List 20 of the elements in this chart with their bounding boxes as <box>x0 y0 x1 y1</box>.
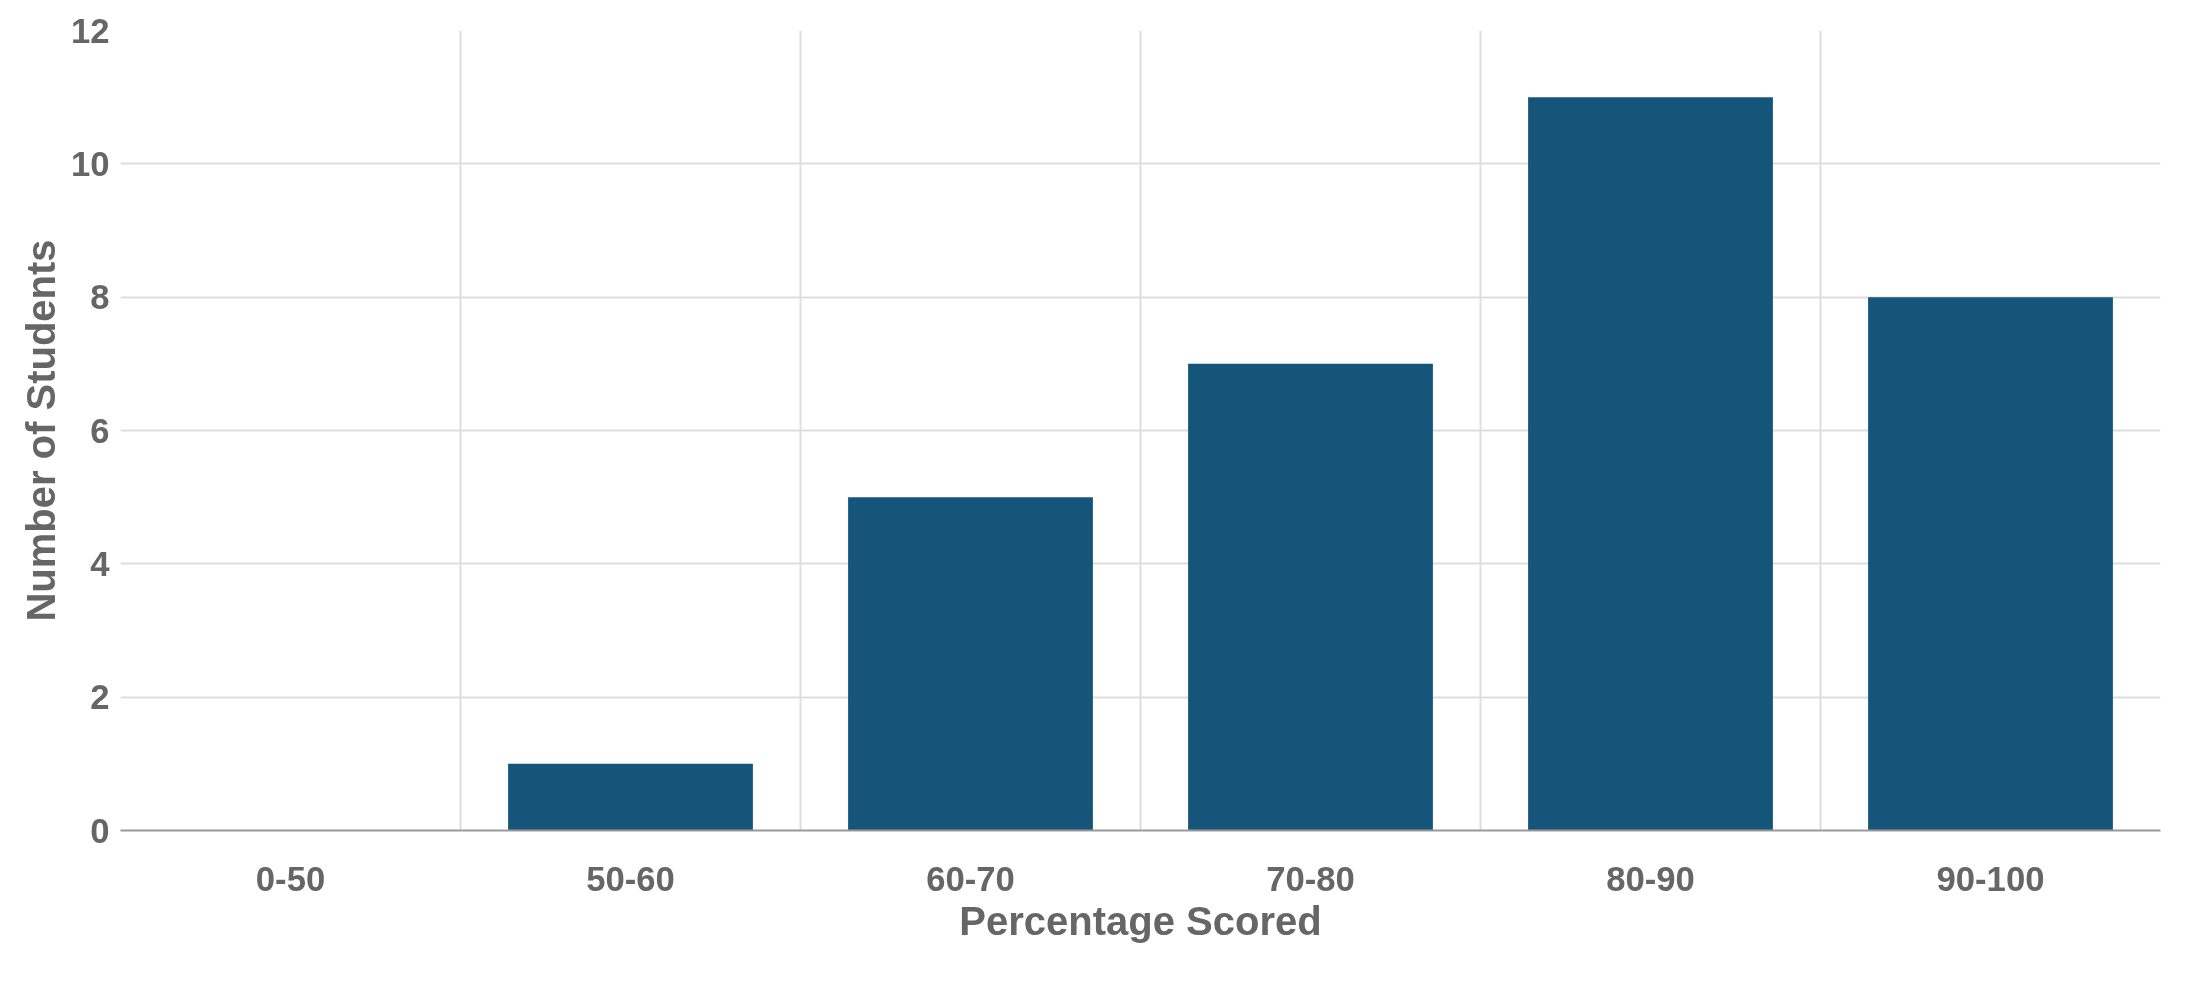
x-tick-label: 0-50 <box>255 859 326 898</box>
y-tick-label: 10 <box>70 144 110 183</box>
x-tick-label: 70-80 <box>1266 859 1355 898</box>
bar <box>848 497 1093 831</box>
x-tick-label: 90-100 <box>1936 859 2045 898</box>
y-tick-label: 2 <box>90 678 110 717</box>
bar <box>1868 297 2113 831</box>
x-tick-label: 50-60 <box>586 859 675 898</box>
x-tick-label: 60-70 <box>926 859 1015 898</box>
y-axis-title: Number of Students <box>18 239 63 622</box>
x-tick-label: 80-90 <box>1606 859 1695 898</box>
y-tick-label: 4 <box>90 544 111 583</box>
y-tick-label: 6 <box>90 411 110 450</box>
bar <box>508 763 753 831</box>
x-axis-title: Percentage Scored <box>959 898 1322 943</box>
y-tick-label: 0 <box>90 811 110 850</box>
bar <box>1188 363 1433 831</box>
y-tick-label: 8 <box>90 278 110 317</box>
bar <box>1528 97 1773 831</box>
y-tick-label: 12 <box>70 11 110 50</box>
